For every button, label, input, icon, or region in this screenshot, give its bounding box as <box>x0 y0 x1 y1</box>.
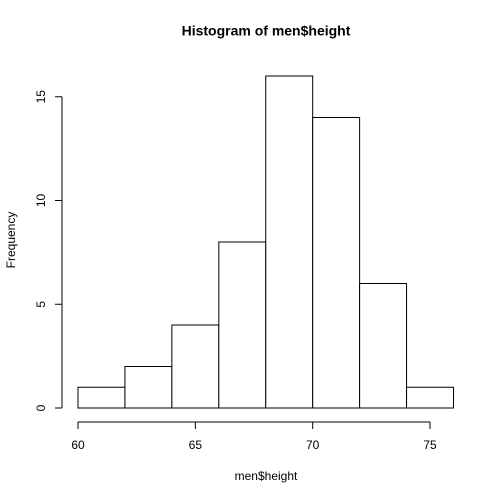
x-axis-label: men$height <box>235 469 298 483</box>
bar <box>124 366 173 409</box>
bar <box>359 283 408 409</box>
bar <box>218 241 267 409</box>
y-axis-label: Frequency <box>4 212 18 269</box>
y-tick-label: 0 <box>34 404 48 411</box>
bar <box>312 117 361 409</box>
bar <box>77 386 126 409</box>
y-tick-label: 15 <box>34 90 48 104</box>
chart-title: Histogram of men$height <box>182 23 351 39</box>
bar <box>265 75 314 409</box>
y-tick-label: 10 <box>34 194 48 208</box>
x-tick-label: 70 <box>306 438 320 452</box>
bar <box>171 324 220 409</box>
y-tick-label: 5 <box>34 301 48 308</box>
x-tick-label: 60 <box>71 438 85 452</box>
x-tick-label: 75 <box>423 438 437 452</box>
x-tick-label: 65 <box>189 438 203 452</box>
bar <box>406 386 454 409</box>
